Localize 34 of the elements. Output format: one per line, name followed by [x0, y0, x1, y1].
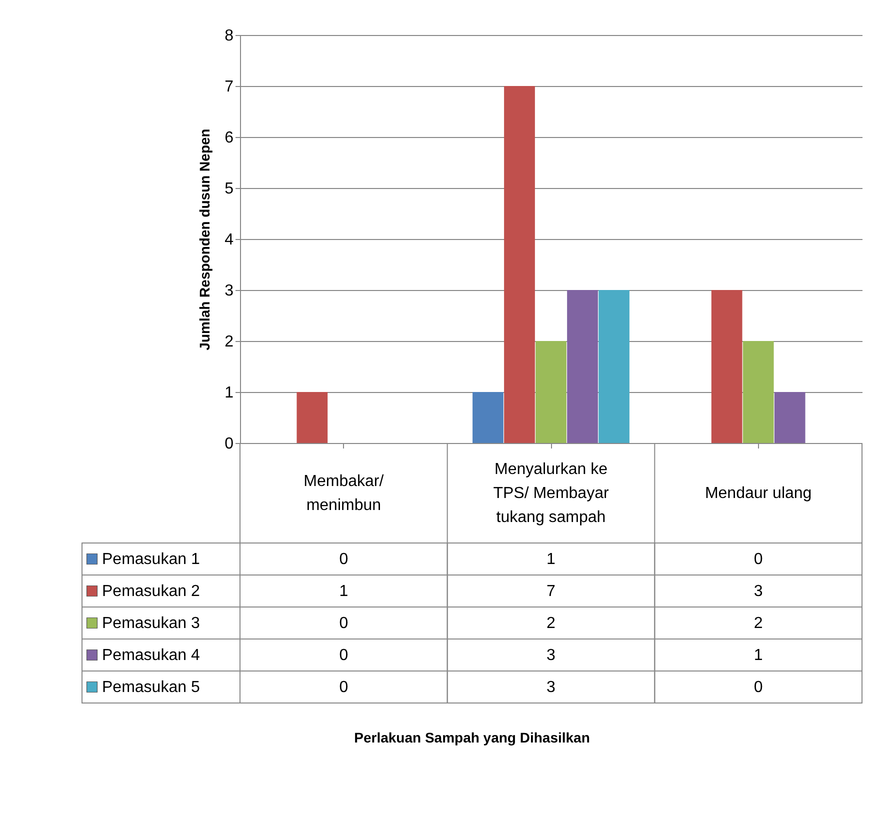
data-label: 0	[339, 679, 348, 696]
y-tick-label: 2	[224, 334, 234, 350]
data-label: 0	[754, 679, 763, 696]
y-tick-label: 7	[224, 78, 234, 96]
data-label: 0	[339, 647, 348, 664]
data-label: 3	[754, 583, 763, 600]
y-tick-label: 8	[224, 28, 234, 44]
data-label: 1	[754, 647, 763, 664]
x-tick-label: Mendaur ulang	[704, 485, 812, 502]
data-label: 2	[546, 615, 556, 632]
data-label: 1	[339, 583, 348, 600]
data-label: 0	[339, 615, 348, 632]
legend-label: Pemasukan 2	[102, 583, 200, 600]
y-tick-label: 3	[224, 282, 234, 300]
data-label: 0	[339, 551, 348, 568]
x-tick-label: Menyalurkan ke TPS/ Membayar tukang sampah	[493, 461, 610, 526]
legend-label: Pemasukan 4	[102, 647, 200, 664]
data-label: 3	[546, 679, 556, 696]
text: Perlakuan Sampah yang Dihasilkan	[354, 730, 590, 746]
data-label: 1	[546, 551, 556, 568]
y-tick-label: 5	[224, 180, 234, 198]
legend-label: Pemasukan 1	[102, 551, 200, 568]
data-label: 2	[754, 615, 763, 632]
y-axis-title: Jumlah Responden dusun Nepen	[196, 128, 213, 350]
legend-label: Pemasukan 5	[102, 679, 200, 696]
y-tick-label: 6	[224, 130, 234, 146]
data-label: 3	[546, 647, 556, 664]
data-label: 0	[754, 551, 763, 568]
y-tick-label: 0	[224, 436, 234, 452]
x-tick-label: Membakar/ menimbun	[304, 473, 384, 514]
data-label: 7	[546, 583, 556, 600]
y-tick-label: 4	[224, 232, 234, 248]
y-tick-label: 1	[224, 384, 234, 402]
legend-label: Pemasukan 3	[102, 615, 200, 632]
